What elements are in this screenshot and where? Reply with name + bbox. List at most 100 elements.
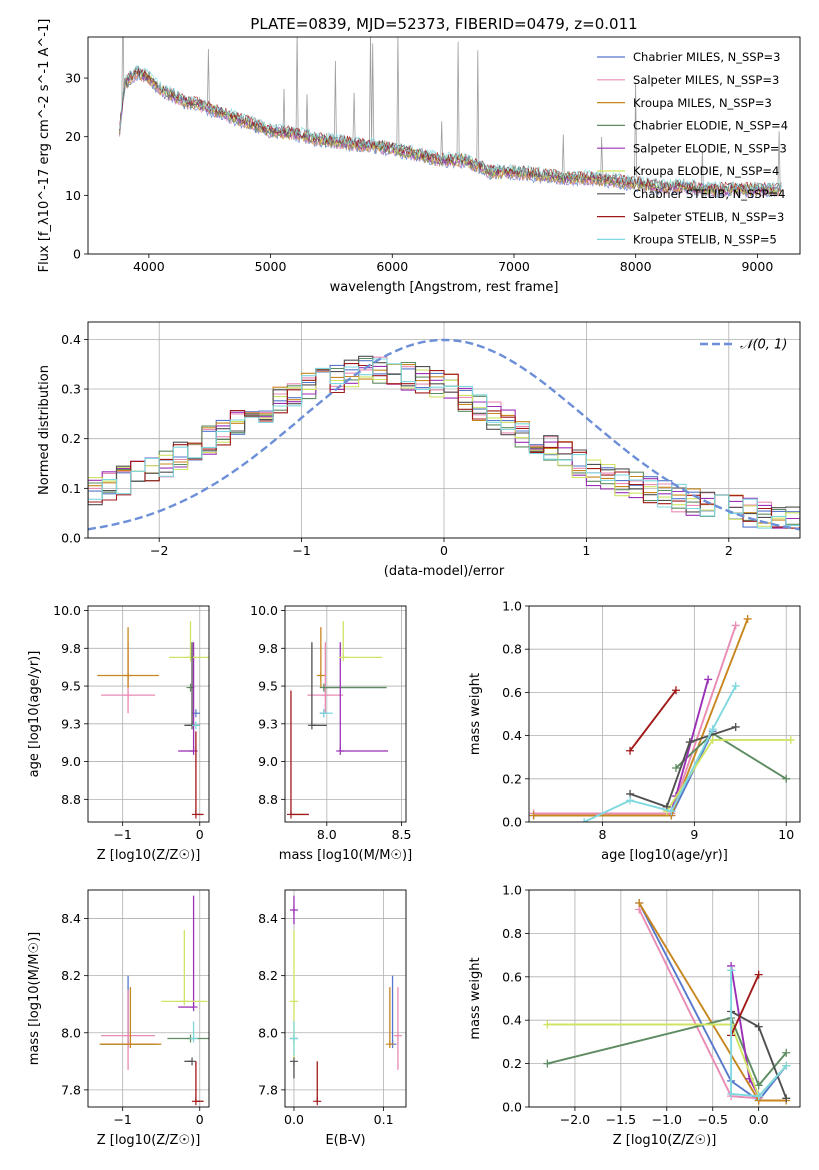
data-point — [336, 747, 345, 756]
spectrum-legend: Chabrier MILES, N_SSP=3 Salpeter MILES, N… — [597, 50, 788, 247]
x-tick-label: 10 — [778, 827, 794, 842]
legend-label: Kroupa ELODIE, N_SSP=4 — [633, 164, 779, 178]
x-tick-label: 9 — [690, 827, 698, 842]
data-point — [289, 1034, 298, 1043]
legend-label: Kroupa MILES, N_SSP=3 — [633, 96, 772, 110]
y-tick-label: 9.3 — [258, 716, 278, 731]
data-point — [289, 997, 298, 1006]
data-point — [727, 1089, 736, 1098]
plot-area — [88, 322, 800, 538]
y-tick-label: 0.6 — [502, 969, 522, 984]
legend-label: Chabrier ELODIE, N_SSP=4 — [633, 119, 788, 133]
data-point — [307, 721, 316, 730]
mass-weight-line — [638, 902, 787, 1102]
axes-frame — [528, 889, 801, 1108]
data-point — [339, 653, 348, 662]
y-tick-label: 0.4 — [61, 332, 81, 347]
y-axis-label: Flux [f_λ10^-17 erg cm^-2 s^-1 A^-1] — [37, 19, 52, 273]
data-point — [316, 671, 325, 680]
x-tick-label: 0.0 — [749, 1112, 769, 1127]
y-tick-label: 0.4 — [502, 728, 522, 743]
data-point — [191, 721, 200, 730]
x-tick-label: 8.0 — [317, 827, 337, 842]
x-tick-label: 8 — [599, 827, 607, 842]
data-point — [321, 691, 330, 700]
data-point — [754, 970, 763, 979]
data-point — [626, 746, 635, 755]
data-point — [319, 709, 328, 718]
x-tick-label: 2 — [725, 543, 733, 558]
x-tick-label: 0 — [440, 543, 448, 558]
x-tick-label: 4000 — [133, 259, 165, 274]
mass-weight-line — [730, 970, 787, 1098]
chart-mass_weight_vs_z: −2.0 −1.5 −1.0 −0.5 0.0 0.0 0.2 0.4 0.6 0.8 1.0 Z [… — [468, 883, 801, 1148]
data-point — [188, 1057, 197, 1066]
y-tick-label: 8.4 — [61, 911, 81, 926]
chart-mass_weight_vs_age: 8 9 10 0.0 0.2 0.4 0.6 0.8 1.0 age [log10(age/yr)… — [468, 599, 801, 863]
axes-frame — [87, 36, 801, 255]
data-point — [754, 1022, 763, 1031]
data-point — [180, 997, 189, 1006]
x-axis-label: mass [log10(M/M☉)] — [279, 848, 412, 863]
data-point — [313, 1097, 322, 1106]
x-tick-label: 8.5 — [392, 827, 412, 842]
data-point — [731, 681, 740, 690]
x-tick-label: −2.0 — [560, 1112, 590, 1127]
data-point — [393, 1031, 402, 1040]
y-tick-label: 8.4 — [258, 911, 278, 926]
mass-weight-line — [533, 625, 737, 815]
y-axis-label: mass [log10(M/M☉)] — [27, 932, 42, 1065]
chart-mass_vs_z: −1 0 7.8 8.0 8.2 8.4 Z [log10(Z/Z☉)] mass [log1… — [27, 889, 210, 1148]
y-tick-label: 9.5 — [258, 679, 278, 694]
plot-area — [119, 37, 782, 199]
data-point — [635, 899, 644, 908]
y-tick-label: 0.3 — [61, 382, 81, 397]
y-tick-label: 8.0 — [61, 1025, 81, 1040]
y-tick-label: 10.0 — [53, 603, 81, 618]
x-tick-label: −1 — [113, 827, 131, 842]
data-point — [626, 796, 635, 805]
legend-label: Chabrier MILES, N_SSP=3 — [633, 50, 780, 64]
x-tick-label: 7000 — [498, 259, 530, 274]
y-tick-label: 10.0 — [250, 603, 278, 618]
y-tick-label: 0.8 — [502, 642, 522, 657]
y-tick-label: 8.8 — [258, 792, 278, 807]
data-point — [289, 905, 298, 914]
model-spectrum-line — [119, 73, 782, 199]
y-tick-label: 8.0 — [258, 1025, 278, 1040]
y-tick-label: 0.0 — [502, 815, 522, 830]
legend-label: Salpeter STELIB, N_SSP=3 — [633, 210, 784, 224]
data-point — [754, 1092, 763, 1101]
x-tick-label: 0 — [196, 1112, 204, 1127]
y-tick-label: 9.3 — [61, 716, 81, 731]
y-tick-label: 0.6 — [502, 685, 522, 700]
data-point — [580, 818, 589, 822]
residual-histogram — [88, 358, 800, 529]
legend-label: Kroupa STELIB, N_SSP=5 — [633, 233, 777, 247]
model-spectrum-line — [119, 64, 782, 192]
y-tick-label: 10 — [65, 188, 81, 203]
chart-mass_vs_ebv: 0.0 0.1 7.8 8.0 8.2 8.4 E(B-V) — [258, 889, 407, 1148]
data-point — [191, 810, 200, 819]
x-axis-label: (data-model)/error — [384, 564, 505, 579]
y-tick-label: 0.0 — [61, 531, 81, 546]
data-point — [289, 1057, 298, 1066]
data-point — [743, 614, 752, 623]
x-tick-label: 1 — [582, 543, 590, 558]
y-tick-label: 1.0 — [502, 883, 522, 898]
mass-weight-line — [629, 689, 677, 752]
y-tick-label: 9.8 — [61, 641, 81, 656]
y-tick-label: 0 — [73, 247, 81, 262]
chart-age_vs_mass: 8.0 8.5 8.8 9.0 9.3 9.5 9.8 10.0 mass [log10(M/M… — [250, 603, 412, 863]
data-point — [543, 1059, 552, 1068]
x-tick-label: 0 — [196, 827, 204, 842]
legend-label: Chabrier STELIB, N_SSP=4 — [633, 187, 785, 201]
figure-title: PLATE=0839, MJD=52373, FIBERID=0479, z=0… — [250, 15, 637, 33]
mass-weight-line — [666, 738, 791, 812]
y-tick-label: 7.8 — [61, 1082, 81, 1097]
data-point — [124, 671, 133, 680]
x-axis-label: Z [log10(Z/Z☉)] — [613, 1133, 717, 1148]
data-point — [126, 1040, 135, 1049]
x-axis-label: Z [log10(Z/Z☉)] — [97, 848, 201, 863]
